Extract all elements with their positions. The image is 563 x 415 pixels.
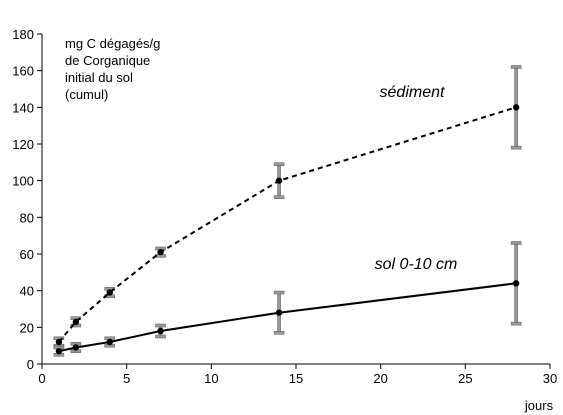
y-tick-label: 140 <box>12 100 34 115</box>
data-point-sol <box>512 280 520 287</box>
y-axis-title: mg C dégagés/g de Corganique initial du so… <box>65 36 160 102</box>
y-tick-label: 80 <box>20 210 34 225</box>
data-points <box>55 104 520 355</box>
data-point-sol <box>106 338 113 346</box>
y-tick-label: 120 <box>12 137 34 152</box>
y-axis-title-line: initial du sol <box>65 70 133 85</box>
x-tick-label: 25 <box>458 371 472 386</box>
axes: 0 5 10 15 20 25 30 0 20 40 60 80 100 120 140 160 180 <box>12 27 557 386</box>
y-axis-title-line: mg C dégagés/g <box>65 36 160 51</box>
data-point-sol <box>157 327 164 335</box>
error-bars <box>53 65 522 357</box>
x-tick-label: 15 <box>289 371 303 386</box>
y-axis-title-line: de Corganique <box>65 53 150 68</box>
x-tick-label: 0 <box>38 371 45 386</box>
data-point-sediment <box>55 338 63 346</box>
series-line-sol <box>58 282 517 353</box>
data-point-sediment <box>512 104 520 111</box>
x-axis-title: jours <box>524 398 554 413</box>
series-line-sediment <box>58 106 517 343</box>
y-tick-label: 160 <box>12 64 34 79</box>
y-tick-label: 100 <box>12 174 34 189</box>
data-point-sediment <box>275 177 283 184</box>
data-point-sediment <box>72 318 80 326</box>
data-point-sediment <box>106 289 113 296</box>
y-tick-label: 0 <box>27 357 34 372</box>
y-axis-title-line: (cumul) <box>65 87 108 102</box>
series-label-sediment: sédiment <box>380 84 445 101</box>
y-tick-label: 20 <box>20 320 34 335</box>
x-tick-label: 30 <box>543 371 557 386</box>
y-tick-label: 40 <box>20 284 34 299</box>
series-label-sol: sol 0-10 cm <box>375 256 458 273</box>
y-tick-label: 180 <box>12 27 34 42</box>
x-tick-label: 20 <box>373 371 387 386</box>
data-point-sol <box>55 347 63 355</box>
data-point-sol <box>72 344 80 351</box>
x-tick-label: 5 <box>123 371 130 386</box>
data-point-sediment <box>157 248 164 256</box>
x-tick-label: 10 <box>204 371 218 386</box>
series-lines <box>58 106 517 353</box>
y-tick-label: 60 <box>20 247 34 262</box>
data-point-sol <box>275 309 283 316</box>
